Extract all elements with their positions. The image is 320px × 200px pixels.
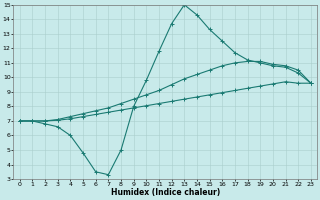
X-axis label: Humidex (Indice chaleur): Humidex (Indice chaleur) [111,188,220,197]
